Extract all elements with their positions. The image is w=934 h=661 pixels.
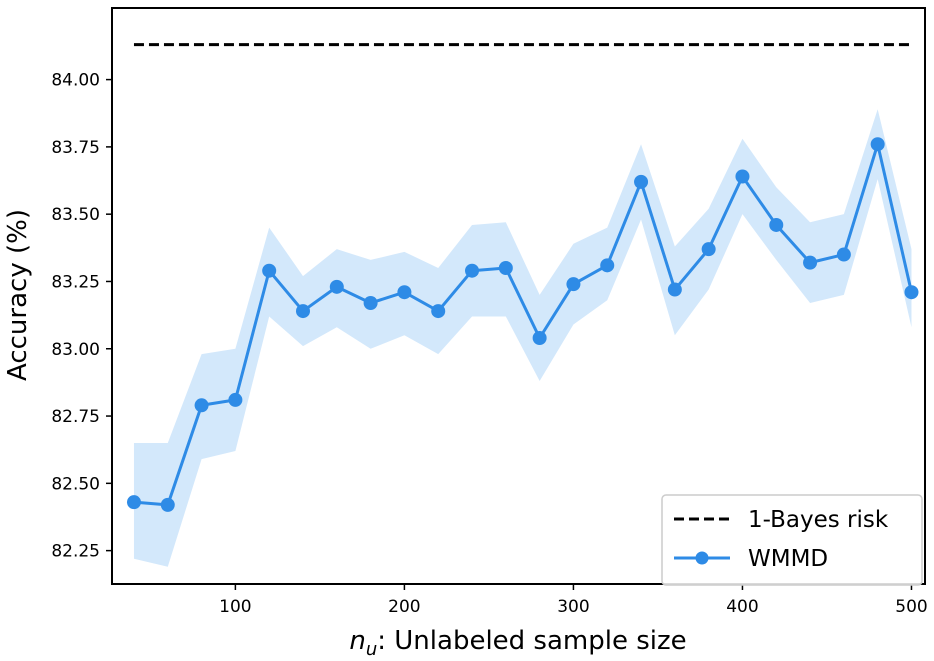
wmmd-point (228, 392, 243, 407)
wmmd-point (431, 304, 446, 319)
wmmd-point (634, 174, 649, 189)
x-axis-title: nu: Unlabeled sample size (349, 626, 686, 660)
wmmd-point (803, 255, 818, 270)
wmmd-point (126, 495, 141, 510)
x-axis-title-text: : Unlabeled sample size (377, 626, 686, 656)
x-tick-label: 100 (219, 597, 251, 617)
wmmd-point (160, 497, 175, 512)
wmmd-point (363, 295, 378, 310)
wmmd-point (836, 247, 851, 262)
wmmd-point (769, 217, 784, 232)
legend-bayes-label: 1-Bayes risk (748, 507, 889, 533)
wmmd-point (870, 137, 885, 152)
wmmd-point (701, 242, 716, 257)
y-tick-label: 82.75 (51, 407, 100, 427)
x-axis-title-variable: n (349, 626, 365, 656)
wmmd-point (295, 304, 310, 319)
wmmd-point (600, 258, 615, 273)
wmmd-line (133, 142, 913, 507)
y-tick-label: 83.50 (51, 205, 100, 225)
wmmd-point (329, 279, 344, 294)
y-axis: 82.25 82.50 82.75 83.00 83.25 83.50 83.75 84.00 (51, 71, 112, 562)
wmmd-point (667, 282, 682, 297)
x-tick-label: 400 (726, 597, 758, 617)
wmmd-point (532, 330, 547, 345)
legend-wmmd-marker (695, 551, 709, 565)
confidence-band-layer (133, 109, 912, 567)
wmmd-point (194, 398, 209, 413)
y-tick-label: 82.50 (51, 474, 100, 494)
wmmd-confidence-band (133, 109, 912, 567)
wmmd-point (262, 263, 277, 278)
wmmd-point (498, 261, 513, 276)
y-tick-label: 84.00 (51, 71, 100, 91)
plot-frame (111, 7, 926, 585)
x-axis-title-subscript: u (366, 639, 377, 660)
x-axis: 100 200 300 400 500 (219, 584, 928, 617)
wmmd-point (465, 263, 480, 278)
wmmd-point (566, 277, 581, 292)
x-tick-label: 500 (895, 597, 927, 617)
series-layer (126, 137, 919, 512)
y-axis-title: Accuracy (%) (3, 209, 33, 381)
y-tick-label: 82.25 (51, 542, 100, 562)
wmmd-point (397, 285, 412, 300)
y-tick-label: 83.25 (51, 272, 100, 292)
wmmd-point (735, 169, 750, 184)
legend-wmmd-label: WMMD (748, 546, 828, 572)
x-tick-label: 200 (388, 597, 420, 617)
legend: 1-Bayes risk WMMD (661, 494, 923, 586)
y-tick-label: 83.00 (51, 340, 100, 360)
x-tick-label: 300 (557, 597, 589, 617)
wmmd-point (904, 285, 919, 300)
y-tick-label: 83.75 (51, 138, 100, 158)
